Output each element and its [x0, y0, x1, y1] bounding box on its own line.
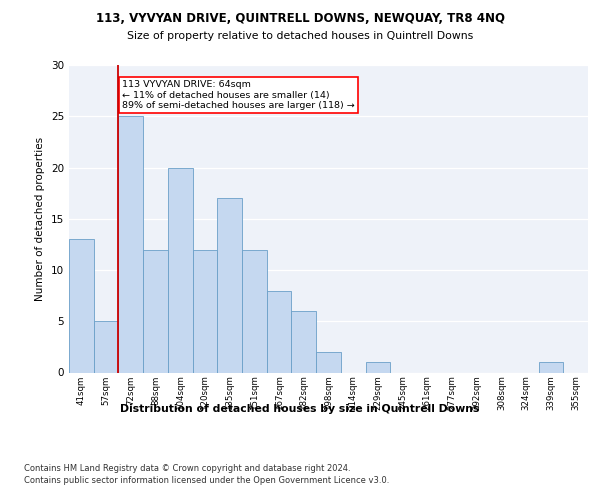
Text: Distribution of detached houses by size in Quintrell Downs: Distribution of detached houses by size … [121, 404, 479, 414]
Bar [292, 311, 316, 372]
Y-axis label: Number of detached properties: Number of detached properties [35, 136, 46, 301]
Bar [365, 362, 390, 372]
Text: Contains public sector information licensed under the Open Government Licence v3: Contains public sector information licen… [24, 476, 389, 485]
Bar [143, 250, 168, 372]
Bar [242, 250, 267, 372]
Text: Contains HM Land Registry data © Crown copyright and database right 2024.: Contains HM Land Registry data © Crown c… [24, 464, 350, 473]
Text: 113, VYVYAN DRIVE, QUINTRELL DOWNS, NEWQUAY, TR8 4NQ: 113, VYVYAN DRIVE, QUINTRELL DOWNS, NEWQ… [95, 12, 505, 26]
Bar [539, 362, 563, 372]
Bar [193, 250, 217, 372]
Bar [217, 198, 242, 372]
Bar [118, 116, 143, 372]
Bar [267, 290, 292, 372]
Bar [69, 240, 94, 372]
Text: Size of property relative to detached houses in Quintrell Downs: Size of property relative to detached ho… [127, 31, 473, 41]
Bar [168, 168, 193, 372]
Bar [316, 352, 341, 372]
Text: 113 VYVYAN DRIVE: 64sqm
← 11% of detached houses are smaller (14)
89% of semi-de: 113 VYVYAN DRIVE: 64sqm ← 11% of detache… [122, 80, 355, 110]
Bar [94, 322, 118, 372]
